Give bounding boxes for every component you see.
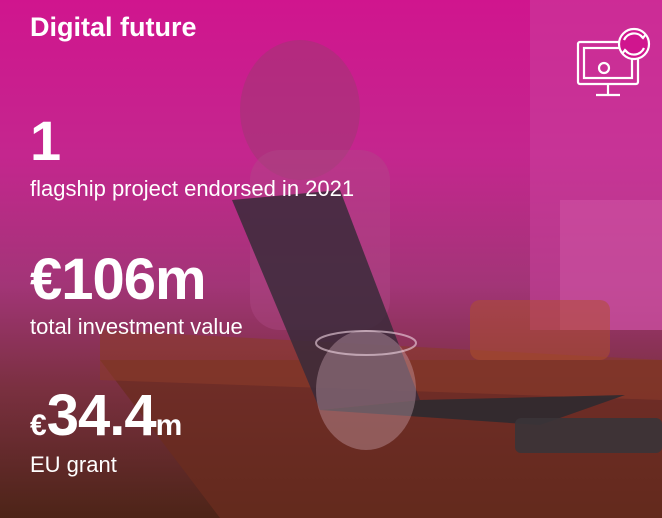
currency: € — [30, 409, 47, 442]
digital-icon — [574, 26, 654, 102]
stat-value: €34.4m — [30, 382, 182, 449]
stat-value: €106m — [30, 246, 206, 313]
stat-label: EU grant — [30, 452, 117, 478]
title: Digital future — [30, 12, 197, 43]
stat-label: total investment value — [30, 314, 243, 340]
stat-label: flagship project endorsed in 2021 — [30, 176, 354, 202]
unit: m — [156, 409, 183, 442]
stat-value: 1 — [30, 108, 61, 173]
infographic-card: Digital future 1 flagship project endors… — [0, 0, 662, 518]
stat-number: 34.4 — [47, 383, 156, 448]
